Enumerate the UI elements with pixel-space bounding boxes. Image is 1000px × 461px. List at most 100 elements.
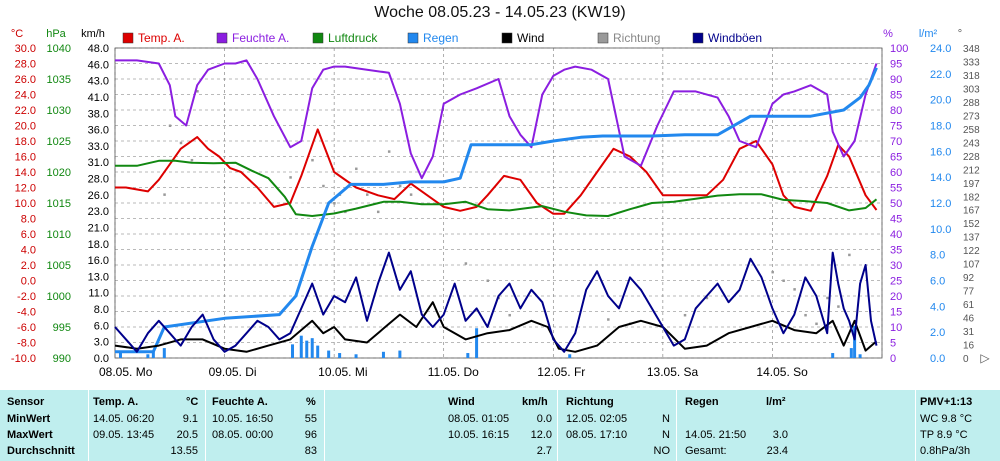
stat-wind-time: 08.05. 01:05: [448, 413, 510, 425]
tick-label-pressure: 990: [53, 353, 71, 365]
series-line-wind: [114, 301, 878, 353]
stat-label: Durchschnitt: [7, 445, 75, 457]
legend-swatch: [597, 32, 609, 44]
tick-label-wind: 21.0: [88, 222, 109, 234]
tick-label-rain: 6.0: [930, 276, 945, 288]
tick-label-temp: 12.0: [15, 183, 36, 195]
tick-label-direction: 92: [963, 273, 975, 284]
tick-label-wind: 18.0: [88, 239, 109, 251]
tick-label-temp: 6.0: [21, 229, 36, 241]
rain-bar: [849, 348, 853, 358]
tick-label-humidity: 0: [890, 353, 896, 365]
tick-label-direction: 137: [963, 233, 980, 244]
tick-label-wind: 13.0: [88, 271, 109, 283]
rain-bar: [162, 348, 166, 358]
direction-point: [190, 158, 194, 162]
weather-chart: 30.0 28.0 26.0 24.0 22.0 20.0 18.0 16.0 14.0 12.0…: [11, 28, 991, 379]
header-rain-unit: l/m²: [766, 396, 786, 408]
tick-label-temp: 28.0: [15, 59, 36, 71]
tick-label-rain: 16.0: [930, 146, 951, 158]
direction-point: [355, 167, 358, 171]
x-label: 11.05. Do: [428, 365, 479, 379]
x-label: 12.05. Fr: [537, 365, 585, 379]
tick-label-humidity: 40: [890, 229, 902, 241]
x-label: 10.05. Mi: [318, 365, 367, 379]
legend-label: Luftdruck: [328, 31, 378, 45]
tick-label-humidity: 75: [890, 121, 902, 133]
grid: [114, 47, 883, 359]
stat-pmv: TP 8.9 °C: [920, 429, 968, 441]
direction-point: [387, 150, 391, 153]
rain-bar: [327, 350, 331, 358]
tick-label-rain: 24.0: [930, 43, 951, 55]
rain-bar: [475, 328, 479, 358]
direction-point: [196, 90, 199, 93]
stat-temp-val: 9.1: [182, 413, 198, 425]
tick-label-temp: -2.0: [17, 291, 36, 303]
x-label: 13.05. Sa: [647, 365, 699, 379]
axes: 30.0 28.0 26.0 24.0 22.0 20.0 18.0 16.0 14.0 12.0…: [11, 28, 991, 379]
tick-label-direction: 333: [963, 57, 980, 68]
legend-label: Regen: [423, 31, 458, 45]
tick-label-pressure: 1005: [47, 260, 71, 272]
legend-label: Windböen: [708, 31, 762, 45]
tick-label-direction: 318: [963, 71, 980, 82]
stat-hum-val: 96: [304, 429, 317, 441]
rain-bar: [316, 345, 320, 358]
tick-label-wind: 8.0: [94, 304, 109, 316]
direction-point: [311, 158, 314, 162]
tick-label-humidity: 80: [890, 105, 902, 117]
rain-bar: [305, 340, 309, 358]
tick-label-wind: 31.0: [88, 157, 109, 169]
tick-label-direction: 122: [963, 246, 980, 257]
tick-label-wind: 33.0: [88, 141, 109, 153]
tick-label-direction: 77: [963, 287, 975, 298]
unit-label-humidity: %: [883, 28, 893, 40]
direction-point: [163, 193, 166, 196]
rain-bar: [858, 354, 862, 358]
tick-label-rain: 4.0: [930, 301, 945, 313]
header-sensor: Sensor: [7, 396, 45, 408]
tick-label-wind: 3.0: [94, 337, 109, 349]
tick-label-wind: 41.0: [88, 92, 109, 104]
tick-label-wind: 26.0: [88, 190, 109, 202]
tick-label-humidity: 60: [890, 167, 902, 179]
direction-point: [322, 184, 325, 188]
unit-label-direction: °: [958, 28, 962, 40]
tick-label-humidity: 25: [890, 276, 902, 288]
stat-dir-val: N: [662, 413, 670, 425]
stat-hum-time: 08.05. 00:00: [212, 429, 274, 441]
tick-label-rain: 8.0: [930, 250, 945, 262]
tick-label-temp: 8.0: [21, 214, 36, 226]
rain-bar: [398, 350, 402, 358]
tick-label-direction: 107: [963, 260, 980, 271]
header-humidity-unit: %: [306, 396, 316, 408]
tick-label-temp: 18.0: [15, 136, 36, 148]
tick-label-pressure: 1015: [47, 198, 71, 210]
tick-label-wind: 36.0: [88, 125, 109, 137]
stat-hum-val: 83: [304, 445, 317, 457]
tick-label-temp: 16.0: [15, 152, 36, 164]
tick-label-humidity: 90: [890, 74, 902, 86]
direction-point: [168, 124, 172, 127]
tick-label-direction: 228: [963, 152, 980, 163]
direction-point: [683, 313, 687, 317]
legend-label: Wind: [517, 31, 544, 45]
scroll-right-icon: ▷: [980, 351, 990, 365]
tick-label-temp: -6.0: [17, 322, 36, 334]
legend-swatch: [312, 32, 324, 44]
tick-label-rain: 22.0: [930, 69, 951, 81]
stat-temp-time: 09.05. 13:45: [93, 429, 155, 441]
direction-point: [366, 193, 369, 196]
series-line-feuchte-a-: [115, 59, 878, 180]
tick-label-direction: 46: [963, 314, 975, 325]
x-label: 14.05. So: [756, 365, 808, 379]
series-line-temp-a-: [115, 128, 878, 215]
direction-point: [815, 322, 818, 326]
unit-label-temp: °C: [11, 28, 23, 40]
tick-label-wind: 28.0: [88, 174, 109, 186]
tick-label-direction: 273: [963, 111, 980, 122]
stat-pmv: 0.8hPa/3h: [920, 445, 971, 457]
tick-label-direction: 197: [963, 179, 980, 190]
rain-bar: [146, 354, 150, 358]
